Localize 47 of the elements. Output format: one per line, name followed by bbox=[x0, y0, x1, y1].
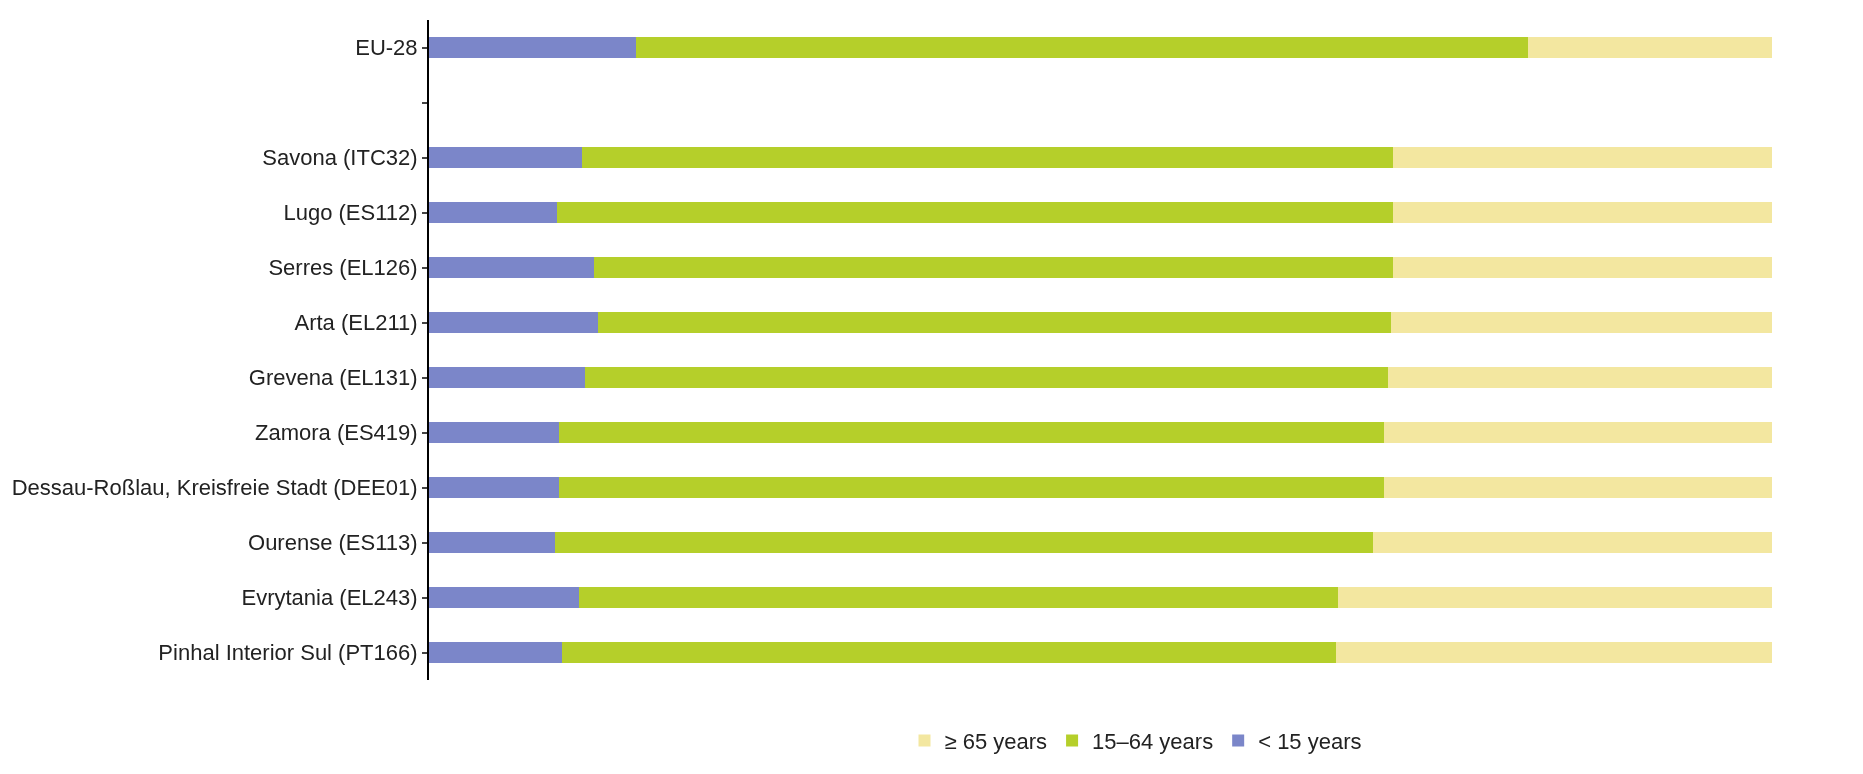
y-tick-label: Arta (EL211) bbox=[294, 310, 418, 336]
bar bbox=[555, 532, 1374, 553]
bar bbox=[635, 37, 1528, 58]
y-tick-label: Savona (ITC32) bbox=[262, 145, 418, 171]
bar bbox=[1393, 147, 1773, 168]
bar bbox=[1338, 587, 1773, 608]
bar bbox=[429, 312, 599, 333]
bar bbox=[582, 147, 1394, 168]
bar bbox=[598, 312, 1391, 333]
y-tick-label: Ourense (ES113) bbox=[248, 530, 418, 556]
legend-label: < 15 years bbox=[1258, 728, 1362, 754]
bar bbox=[429, 147, 583, 168]
bar bbox=[429, 532, 556, 553]
y-tick-label: Pinhal Interior Sul (PT166) bbox=[158, 640, 418, 666]
y-tick-label: EU-28 bbox=[355, 35, 418, 61]
bar bbox=[429, 422, 560, 443]
bar bbox=[429, 367, 585, 388]
bar bbox=[584, 367, 1389, 388]
bar bbox=[561, 642, 1336, 663]
bar bbox=[429, 642, 562, 663]
bar bbox=[429, 202, 557, 223]
y-tick-label: Dessau-Roßlau, Kreisfreie Stadt (DEE01) bbox=[11, 475, 418, 501]
bar bbox=[1335, 642, 1773, 663]
bar bbox=[594, 257, 1394, 278]
bar bbox=[1390, 312, 1773, 333]
bar bbox=[1527, 37, 1773, 58]
bar bbox=[1373, 532, 1773, 553]
bar bbox=[1393, 202, 1773, 223]
bar bbox=[559, 477, 1385, 498]
bar bbox=[429, 257, 595, 278]
bar bbox=[1393, 257, 1773, 278]
legend-label: 15–64 years bbox=[1092, 728, 1214, 754]
bar bbox=[429, 477, 560, 498]
bar bbox=[579, 587, 1339, 608]
bar bbox=[429, 587, 580, 608]
y-tick-label: Serres (EL126) bbox=[268, 255, 418, 281]
bar bbox=[559, 422, 1385, 443]
bar bbox=[556, 202, 1394, 223]
bar bbox=[429, 37, 636, 58]
bar bbox=[1384, 422, 1773, 443]
bar bbox=[1388, 367, 1773, 388]
y-tick-label: Grevena (EL131) bbox=[248, 365, 418, 391]
y-tick-label: Lugo (ES112) bbox=[283, 200, 418, 226]
legend-label: ≥ 65 years bbox=[944, 728, 1048, 754]
y-tick-label: Zamora (ES419) bbox=[254, 420, 418, 446]
bar bbox=[1384, 477, 1773, 498]
y-tick-label: Evrytania (EL243) bbox=[241, 585, 418, 611]
